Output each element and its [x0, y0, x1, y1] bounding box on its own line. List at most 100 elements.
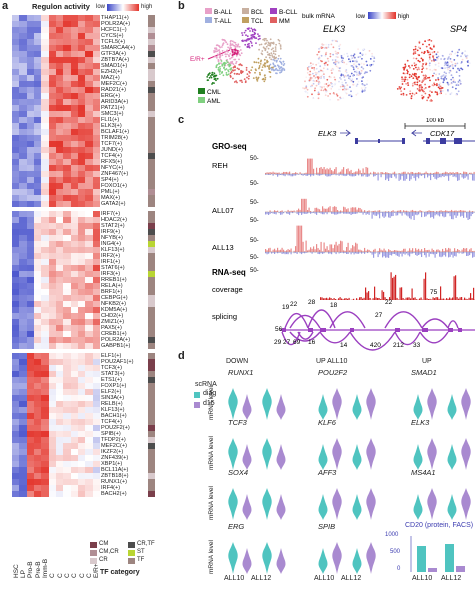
tsne-point [236, 67, 239, 70]
coverage-bar [467, 299, 469, 300]
tsne-point [327, 46, 330, 49]
heatmap-cell [48, 455, 57, 462]
track-all07-label: ALL07 [212, 206, 234, 215]
tsne-point [455, 84, 458, 86]
tsne-point [371, 52, 373, 55]
cd20-bar-all12-diag [445, 544, 454, 572]
splice-arc [421, 318, 449, 329]
heatmap-cell [48, 407, 57, 414]
tsne-point [257, 38, 260, 41]
heatmap-cell [26, 455, 35, 462]
tsne-point [255, 42, 257, 44]
heatmap-cell [19, 177, 27, 184]
gro-bar-plus [349, 171, 351, 174]
gro-bar-plus [310, 247, 312, 252]
heatmap-cell [78, 353, 86, 360]
gro-bar-minus [287, 252, 289, 255]
tsne-point [319, 88, 321, 91]
tsne-point [305, 85, 308, 88]
gene-title-sox4: SOX4 [228, 468, 249, 477]
regulon-label: IRF7(+) [101, 211, 121, 218]
heatmap-cell [63, 229, 71, 236]
tsne-point [450, 74, 453, 77]
tsne-sp4 [396, 39, 471, 102]
tsne-point [231, 50, 234, 53]
tsne-point [260, 59, 262, 62]
gro-bar-minus [331, 212, 333, 214]
gro-bar-plus [382, 172, 384, 174]
heatmap-cell [56, 479, 64, 486]
tsne-point [369, 64, 371, 67]
tsne-point [362, 76, 364, 78]
coverage-bar [414, 297, 416, 300]
tsne-point [421, 51, 423, 54]
heatmap-cell [26, 165, 35, 172]
heatmap-cell [48, 289, 57, 296]
splice-count: 29 [274, 339, 282, 346]
tsne-point [334, 59, 337, 61]
heatmap-cell [48, 485, 57, 492]
gro-bar-plus [457, 172, 459, 174]
gro-bar-minus [430, 252, 432, 254]
gro-bar-minus [362, 252, 364, 253]
tsne-point [277, 66, 280, 68]
heatmap-cell [78, 217, 86, 224]
coverage-bar [432, 297, 434, 300]
heatmap-cell [78, 419, 86, 426]
heatmap-cell [78, 295, 86, 302]
tsne-point [352, 66, 355, 69]
tsne-point [218, 51, 221, 54]
heatmap-cell [41, 289, 49, 296]
regulon-label: SP4(+) [101, 177, 119, 184]
tsne-point [225, 72, 228, 74]
gro-bar-minus [452, 252, 454, 258]
panel-b-label: b [178, 0, 185, 12]
heatmap-cell [78, 21, 86, 28]
tsne-point [306, 67, 309, 69]
heatmap-cell [48, 141, 57, 148]
gro-bar-plus [446, 172, 448, 174]
tsne-point [272, 58, 275, 61]
gro-bar-plus [451, 172, 453, 174]
tsne-point [330, 43, 333, 46]
heatmap-cell [63, 105, 71, 112]
gro-bar-minus [419, 252, 421, 255]
regulon-label: GTF3A(+) [101, 51, 127, 58]
heatmap-cell [26, 195, 35, 202]
tsne-point [316, 76, 319, 78]
sp4-map-label: SP4 [450, 24, 467, 34]
gro-bar-minus [386, 174, 388, 179]
heatmap-cell [92, 437, 101, 444]
gro-bar-minus [295, 174, 297, 176]
regulon-label: ZNF439(+) [101, 455, 129, 462]
heatmap-cell [48, 467, 57, 474]
heatmap-cell [78, 93, 86, 100]
heatmap-cell [63, 147, 71, 154]
regulon-label: IRF2(+) [101, 253, 121, 260]
tsne-point [217, 53, 220, 56]
heatmap-cell [85, 229, 93, 236]
tsne-point [330, 69, 333, 72]
violin-shape [332, 542, 342, 574]
tsne-point [279, 60, 281, 63]
regulon-label: ELF1(+) [101, 353, 122, 360]
heatmap-cell [78, 123, 86, 130]
tsne-point [319, 59, 322, 62]
tsne-point [225, 50, 228, 53]
legend-label-tcl: TCL [251, 18, 264, 25]
gro-bar-plus [445, 210, 447, 212]
gro-bar-minus [320, 252, 322, 254]
tsne-point [444, 76, 446, 79]
heatmap-cell [85, 81, 93, 88]
heatmap-cell [19, 401, 27, 408]
tf-category-cell [148, 383, 155, 390]
heatmap-cell [12, 331, 20, 338]
tsne-point [421, 59, 424, 62]
gro-bar-minus [409, 212, 411, 219]
heatmap-cell [48, 21, 57, 28]
tf-category-cell [148, 235, 155, 242]
tsne-point [412, 53, 415, 55]
heatmap-cell [70, 383, 79, 390]
gro-bar-plus [410, 250, 412, 252]
gro-bar-minus [358, 174, 360, 176]
